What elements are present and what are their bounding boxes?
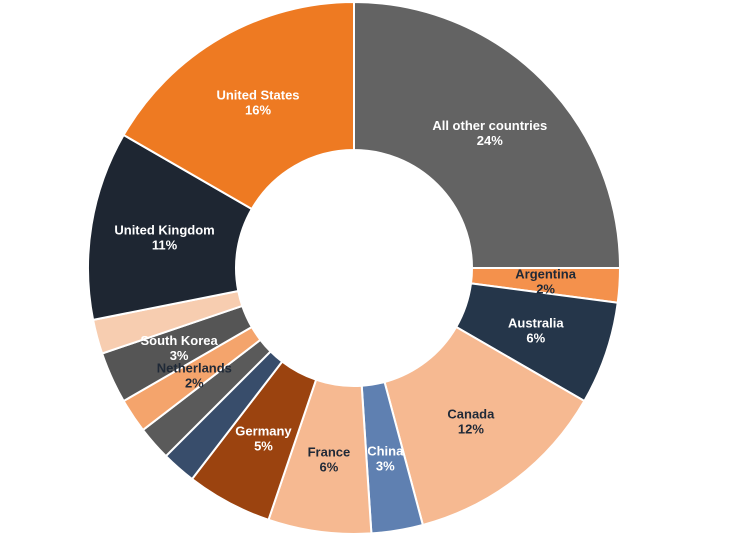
slice-label-germany: Germany 5% [235,423,292,453]
slice-label-netherlands: Netherlands 2% [157,361,232,391]
slice-label-value: 6% [526,331,545,346]
slice-label-name: China [367,443,404,458]
slice-label-name: Canada [447,406,495,421]
slice-united-kingdom [87,133,254,322]
slice-all-other-countries [353,0,622,269]
slice-label-value: 3% [376,458,395,473]
slice-label-all-other-countries: All other countries 24% [432,118,547,148]
slice-label-value: 6% [320,459,339,474]
slice-label-name: United States [216,88,299,103]
slice-label-value: 3% [170,348,189,363]
slice-label-name: All other countries [432,118,547,133]
slice-label-value: 24% [477,133,503,148]
slice-label-name: Germany [235,423,292,438]
slice-label-value: 11% [152,238,178,253]
slice-label-china: China 3% [367,443,404,473]
slice-label-value: 2% [536,282,555,297]
slice-label-name: Australia [508,316,564,331]
slice-label-name: South Korea [140,333,218,348]
slice-label-name: Argentina [515,267,576,282]
slice-label-australia: Australia 6% [508,316,564,346]
slice-label-value: 5% [254,438,273,453]
slice-label-value: 16% [245,103,271,118]
slice-canada [383,325,586,527]
slice-label-canada: Canada 12% [447,406,495,436]
slice-label-south-korea: South Korea 3% [140,333,218,363]
slice-label-france: France 6% [308,444,351,474]
slice-label-name: United Kingdom [114,223,214,238]
slice-label-united-states: United States 16% [216,88,299,118]
slice-label-argentina: Argentina 2% [515,267,576,297]
slice-united-states [122,0,355,211]
slice-label-name: France [308,444,351,459]
slice-label-value: 2% [185,376,204,391]
slice-label-value: 12% [458,421,484,436]
slice-label-name: Netherlands [157,361,232,376]
slice-label-united-kingdom: United Kingdom 11% [114,223,214,253]
